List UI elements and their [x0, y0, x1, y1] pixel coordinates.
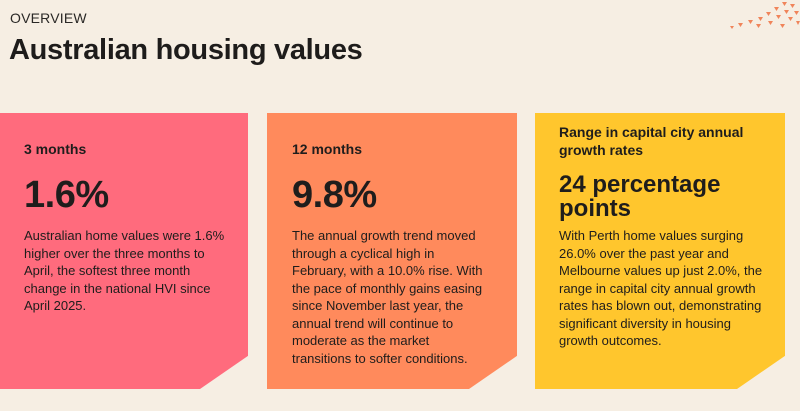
card-label: 3 months	[24, 141, 87, 157]
card-label: 12 months	[292, 141, 363, 157]
card-capital-city-range: Range in capital city annual growth rate…	[535, 113, 785, 389]
overview-eyebrow: OVERVIEW	[10, 10, 87, 26]
decorative-triangles-icon	[730, 2, 800, 29]
card-value: 24 percentage points	[559, 171, 721, 222]
card-description: Australian home values were 1.6% higher …	[24, 228, 225, 313]
card-label: Range in capital city annual growth rate…	[559, 124, 744, 158]
card-description: With Perth home values surging 26.0% ove…	[559, 228, 763, 348]
card-value: 1.6%	[24, 174, 109, 216]
page-title: Australian housing values	[9, 34, 363, 66]
card-value: 9.8%	[292, 174, 377, 216]
card-3-months: 3 months 1.6% Australian home values wer…	[0, 113, 248, 389]
card-description: The annual growth trend moved through a …	[292, 228, 483, 366]
card-12-months: 12 months 9.8% The annual growth trend m…	[267, 113, 517, 389]
